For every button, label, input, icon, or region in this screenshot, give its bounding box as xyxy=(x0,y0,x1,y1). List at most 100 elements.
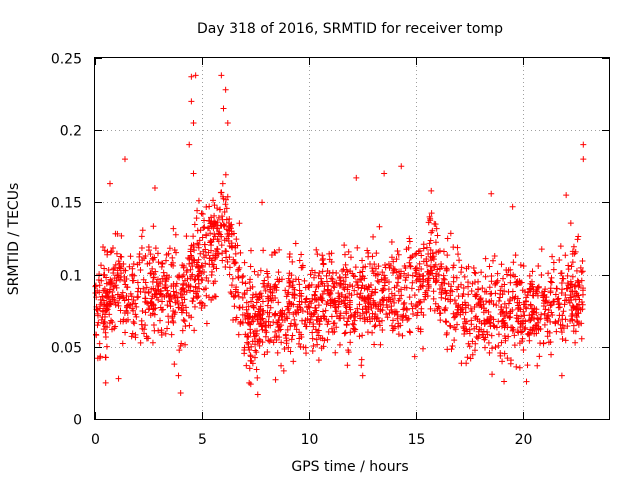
data-point xyxy=(102,379,109,386)
data-point xyxy=(414,309,421,316)
data-point xyxy=(562,291,569,298)
data-point xyxy=(99,293,106,300)
data-point xyxy=(121,297,128,304)
data-point xyxy=(386,310,393,317)
data-point xyxy=(222,86,229,93)
data-point xyxy=(122,267,129,274)
data-point xyxy=(544,333,551,340)
data-point xyxy=(536,353,543,360)
data-point xyxy=(169,314,176,321)
data-point xyxy=(477,302,484,309)
data-point xyxy=(576,281,583,288)
data-point xyxy=(272,310,279,317)
data-point xyxy=(149,265,156,272)
data-point xyxy=(351,273,358,280)
data-point xyxy=(521,301,528,308)
data-point xyxy=(391,310,398,317)
data-point xyxy=(220,105,227,112)
data-point xyxy=(119,340,126,347)
data-point xyxy=(555,301,562,308)
data-point xyxy=(101,285,108,292)
data-point xyxy=(394,312,401,319)
data-point xyxy=(298,331,305,338)
data-point xyxy=(92,282,99,289)
data-point xyxy=(490,322,497,329)
data-point xyxy=(351,326,358,333)
data-point xyxy=(575,233,582,240)
data-point xyxy=(476,296,483,303)
data-point xyxy=(325,328,332,335)
data-point xyxy=(372,286,379,293)
data-point xyxy=(570,328,577,335)
data-point xyxy=(361,297,368,304)
data-point xyxy=(172,309,179,316)
data-point xyxy=(245,319,252,326)
data-point xyxy=(183,233,190,240)
data-point xyxy=(196,237,203,244)
data-point xyxy=(112,301,119,308)
data-point xyxy=(249,302,256,309)
data-point xyxy=(171,293,178,300)
data-point xyxy=(129,330,136,337)
data-point xyxy=(154,250,161,257)
data-point xyxy=(306,319,313,326)
data-point xyxy=(371,323,378,330)
data-point xyxy=(523,378,530,385)
data-point xyxy=(232,250,239,257)
data-point xyxy=(511,332,518,339)
data-point xyxy=(455,283,462,290)
data-point xyxy=(191,277,198,284)
data-point xyxy=(564,280,571,287)
data-point xyxy=(568,263,575,270)
data-point xyxy=(104,251,111,258)
data-point xyxy=(105,266,112,273)
data-point xyxy=(182,323,189,330)
data-point xyxy=(391,266,398,273)
data-point xyxy=(206,224,213,231)
data-point xyxy=(513,281,520,288)
data-point xyxy=(371,313,378,320)
data-point xyxy=(479,285,486,292)
data-point xyxy=(578,269,585,276)
data-point xyxy=(309,347,316,354)
data-point xyxy=(172,231,179,238)
data-point xyxy=(170,262,177,269)
data-point xyxy=(323,278,330,285)
data-point xyxy=(219,180,226,187)
data-point xyxy=(513,315,520,322)
data-point xyxy=(400,312,407,319)
data-point xyxy=(354,279,361,286)
data-point xyxy=(208,218,215,225)
data-point xyxy=(413,273,420,280)
data-point xyxy=(254,374,261,381)
data-point xyxy=(401,270,408,277)
data-point xyxy=(244,287,251,294)
data-point xyxy=(219,257,226,264)
data-point xyxy=(211,202,218,209)
data-point xyxy=(110,294,117,301)
data-point xyxy=(573,318,580,325)
data-point xyxy=(412,302,419,309)
data-point xyxy=(341,330,348,337)
data-point xyxy=(547,285,554,292)
data-point xyxy=(130,277,137,284)
data-point xyxy=(310,342,317,349)
data-point xyxy=(408,300,415,307)
data-point xyxy=(490,301,497,308)
data-point xyxy=(96,289,103,296)
data-point xyxy=(223,205,230,212)
data-point xyxy=(574,319,581,326)
data-point xyxy=(567,294,574,301)
data-point xyxy=(243,362,250,369)
data-point xyxy=(502,335,509,342)
data-point xyxy=(500,275,507,282)
data-point xyxy=(454,244,461,251)
data-point xyxy=(324,321,331,328)
data-point xyxy=(291,316,298,323)
data-point xyxy=(295,276,302,283)
data-point xyxy=(393,256,400,263)
data-point xyxy=(143,333,150,340)
data-point xyxy=(155,327,162,334)
data-point xyxy=(421,296,428,303)
data-point xyxy=(257,303,264,310)
